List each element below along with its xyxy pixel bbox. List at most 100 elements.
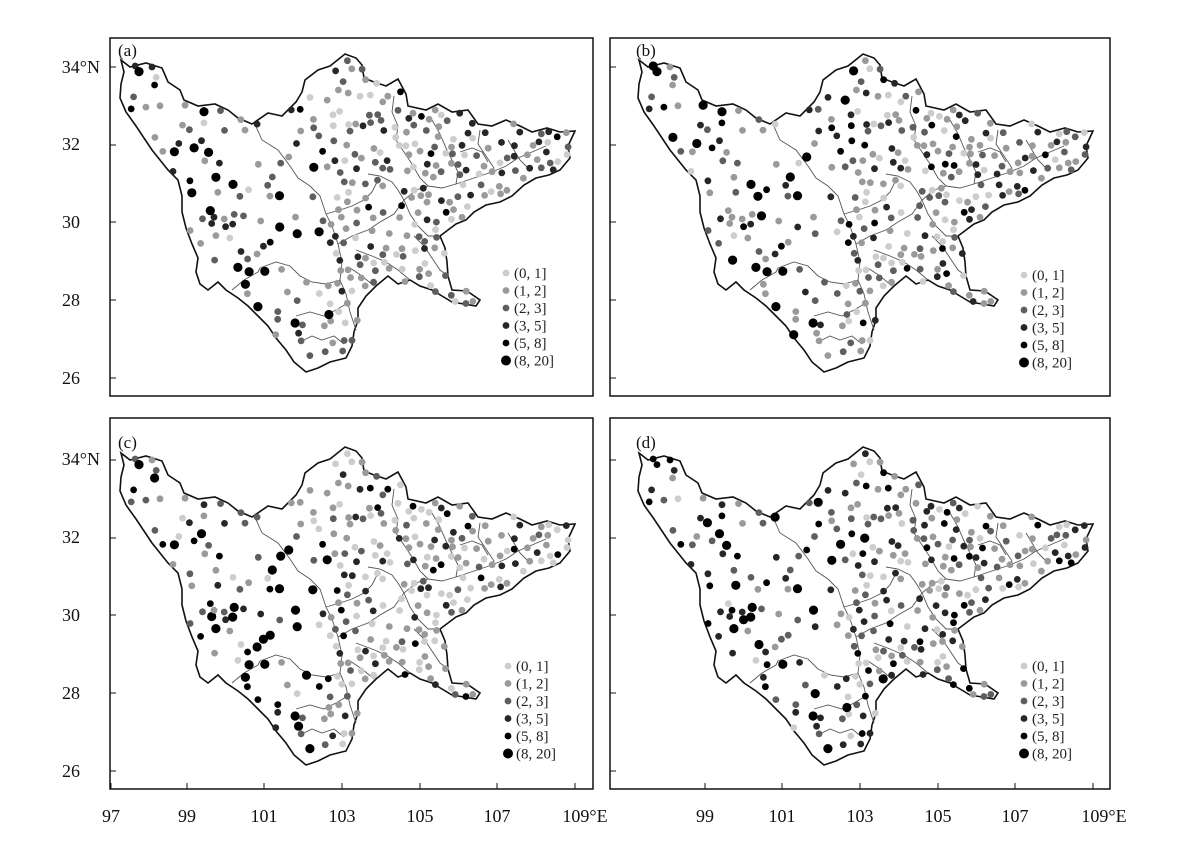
station-point	[484, 144, 492, 152]
station-point	[854, 562, 862, 569]
station-point	[866, 179, 874, 187]
station-point	[392, 134, 400, 141]
station-point	[431, 143, 438, 151]
station-point	[296, 105, 304, 113]
legend-label: (0, 1]	[516, 659, 549, 675]
station-point	[431, 106, 439, 114]
station-point	[210, 213, 218, 221]
station-point	[875, 667, 883, 675]
station-point	[704, 620, 712, 627]
station-point	[510, 120, 517, 128]
station-point	[449, 150, 456, 158]
station-point	[339, 347, 347, 355]
station-point	[347, 274, 354, 281]
lon-tick-label: 101	[769, 806, 796, 826]
station-point	[385, 623, 393, 630]
station-point	[371, 158, 379, 166]
station-point	[982, 596, 989, 603]
lat-tick-label: 28	[62, 683, 80, 703]
station-point	[739, 615, 749, 625]
station-point	[855, 213, 863, 221]
station-point	[913, 535, 921, 542]
station-point	[226, 627, 234, 635]
station-point	[941, 609, 949, 617]
station-point	[936, 113, 943, 120]
station-point	[326, 693, 334, 701]
station-point	[421, 169, 429, 177]
station-point	[148, 63, 156, 71]
station-point	[874, 485, 882, 493]
station-point	[340, 730, 348, 737]
station-point	[999, 585, 1006, 592]
station-point	[169, 561, 177, 568]
legend-label: (3, 5]	[514, 319, 547, 335]
station-point	[919, 278, 927, 285]
station-point	[792, 308, 800, 315]
station-point	[353, 165, 360, 173]
station-point	[211, 256, 219, 264]
station-point	[488, 561, 496, 569]
station-point	[356, 92, 364, 100]
station-point	[464, 203, 471, 211]
station-point	[433, 627, 440, 634]
station-point	[853, 206, 860, 214]
lat-tick-label: 30	[62, 212, 80, 232]
station-point	[274, 584, 285, 594]
station-point	[841, 556, 849, 564]
station-point	[348, 65, 356, 73]
station-point	[220, 215, 228, 223]
station-point	[362, 254, 369, 262]
station-point	[418, 506, 425, 513]
station-point	[431, 499, 439, 507]
station-point	[866, 729, 874, 737]
station-point	[315, 132, 323, 140]
station-point	[968, 135, 975, 143]
station-point	[980, 166, 988, 174]
station-point	[326, 239, 334, 247]
station-point	[414, 209, 422, 217]
station-point	[920, 142, 928, 150]
station-point	[792, 315, 800, 323]
station-point	[362, 573, 369, 581]
panel-a-label: (a)	[118, 41, 137, 60]
station-point	[955, 168, 963, 176]
county-boundary-lines	[231, 95, 547, 345]
station-point	[462, 559, 470, 567]
station-point	[870, 513, 878, 521]
station-point	[379, 575, 387, 583]
station-point	[810, 213, 817, 221]
station-point	[392, 527, 400, 534]
station-point	[827, 555, 837, 565]
station-point	[1015, 583, 1022, 591]
station-point	[1063, 128, 1071, 136]
station-point	[422, 127, 430, 134]
station-point	[362, 469, 369, 477]
station-point	[1021, 547, 1029, 555]
station-point	[253, 120, 261, 128]
station-point	[427, 150, 435, 158]
legend-label: (5, 8]	[1032, 338, 1065, 354]
station-point	[863, 581, 870, 589]
station-point	[512, 167, 519, 175]
station-point	[175, 533, 183, 540]
station-point	[929, 221, 937, 228]
station-point	[464, 129, 472, 137]
station-point	[253, 513, 261, 521]
station-point	[934, 540, 942, 548]
station-point	[372, 660, 379, 668]
station-point	[348, 572, 356, 580]
station-point	[564, 143, 572, 151]
station-point	[1081, 544, 1089, 551]
station-point	[384, 485, 392, 493]
station-point	[254, 160, 262, 168]
station-point	[327, 710, 335, 718]
station-point	[367, 512, 374, 519]
station-point	[1028, 513, 1035, 521]
station-point	[329, 111, 337, 119]
station-point	[966, 608, 973, 616]
station-point	[1029, 535, 1036, 543]
station-point	[327, 221, 335, 228]
station-point	[877, 515, 885, 523]
station-point	[941, 216, 949, 224]
station-point	[726, 613, 734, 620]
